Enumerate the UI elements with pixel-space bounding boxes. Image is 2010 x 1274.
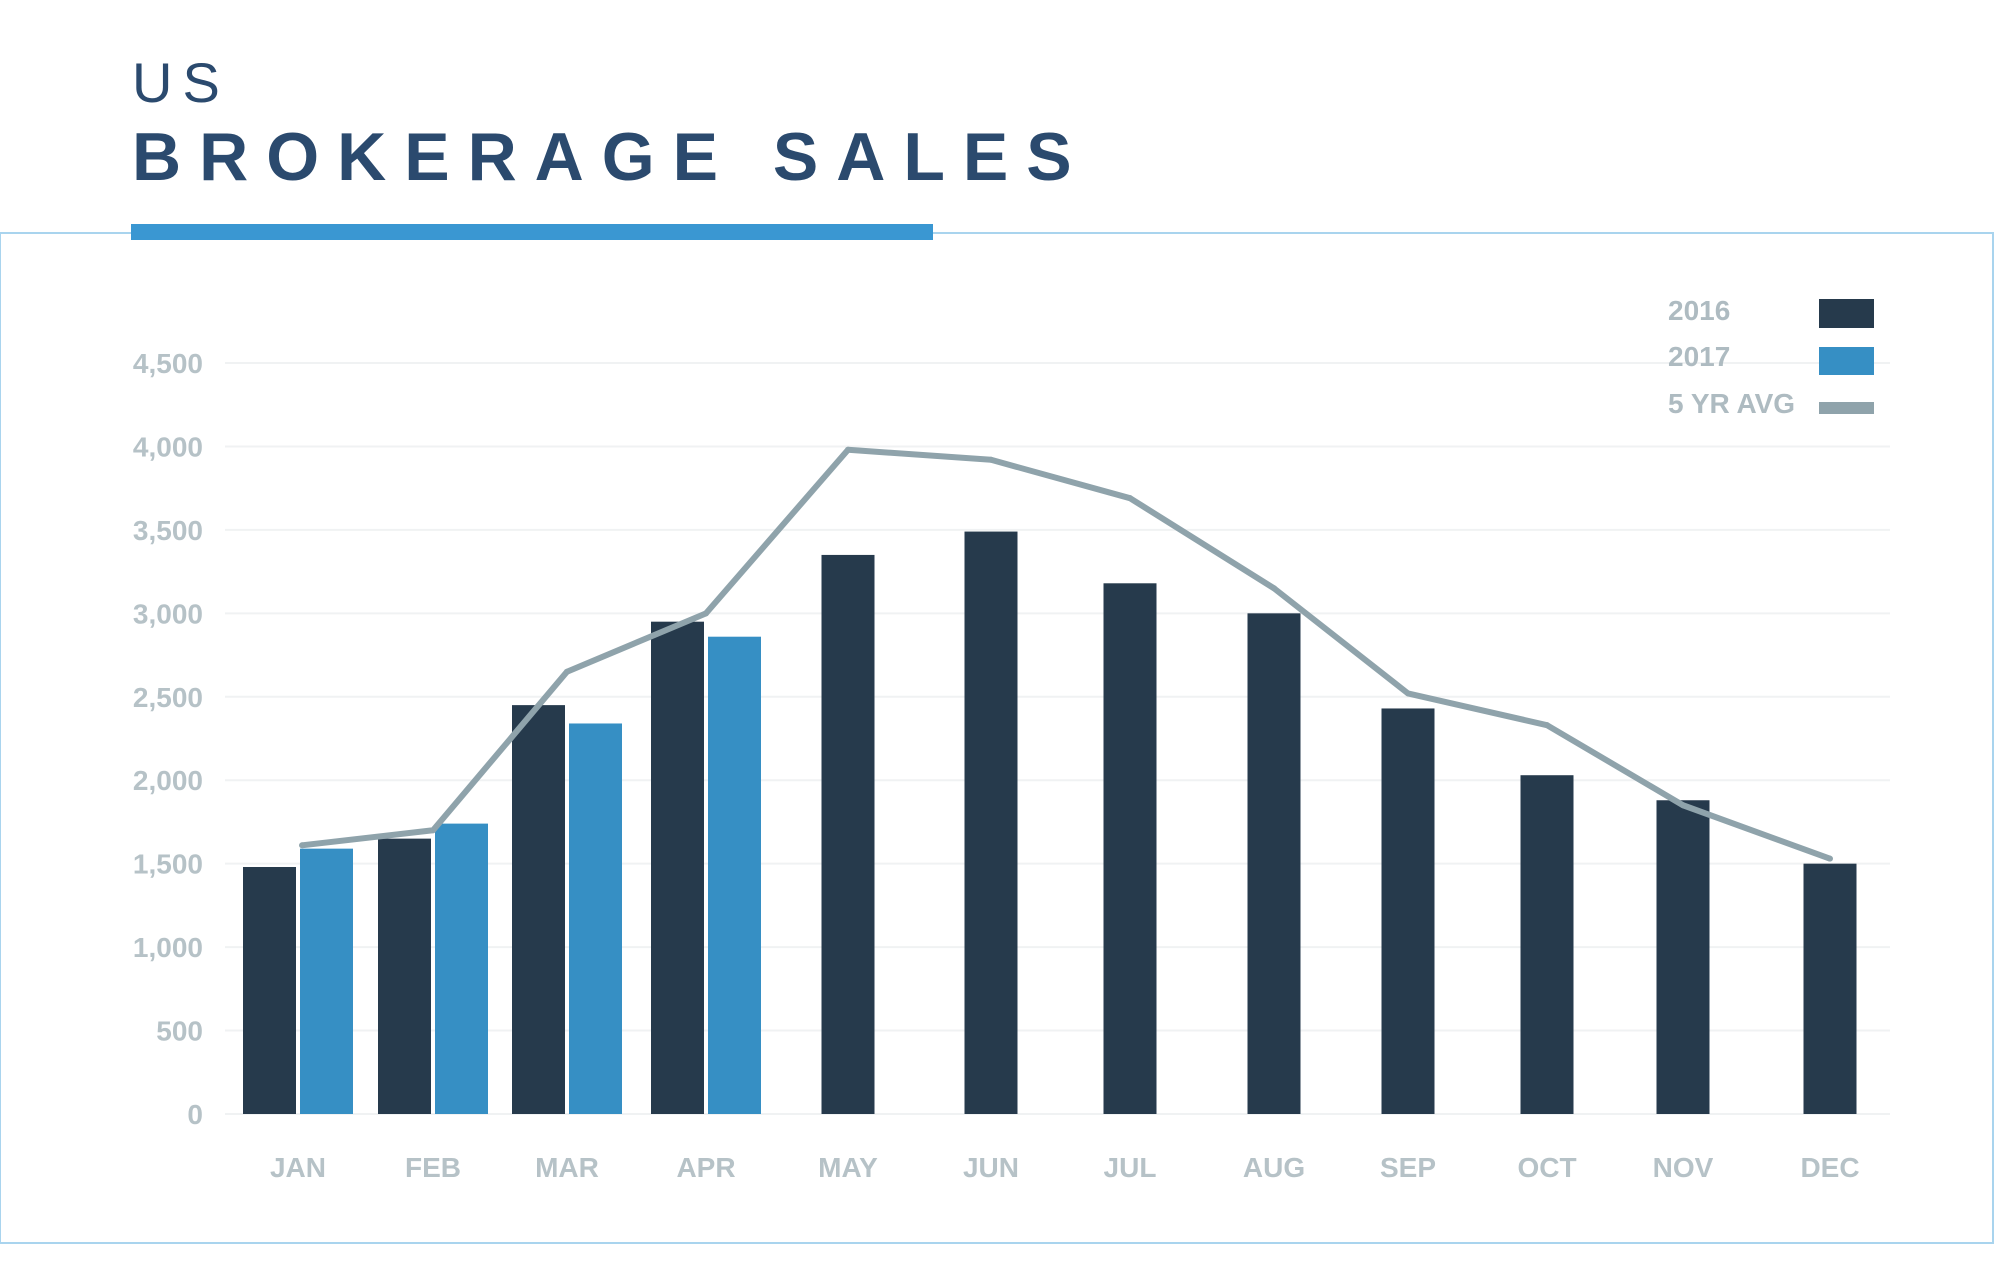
x-tick-label-jul: JUL	[1104, 1152, 1157, 1183]
bar-2017-apr	[708, 636, 761, 1114]
legend-label-5yr-avg: 5 YR AVG	[1668, 388, 1795, 419]
y-tick-label: 4,500	[133, 348, 203, 379]
series-line-5yr-avg	[301, 446, 1832, 862]
bar-2016-dec	[1803, 863, 1857, 1114]
x-tick-label-oct: OCT	[1517, 1152, 1576, 1183]
x-tick-label-mar: MAR	[535, 1152, 599, 1183]
bar-2016-aug	[1247, 613, 1301, 1114]
title-top: US	[132, 51, 230, 114]
x-tick-label-jun: JUN	[963, 1152, 1019, 1183]
y-tick-label: 3,000	[133, 598, 203, 629]
avg-point-oct	[1544, 722, 1550, 729]
y-tick-label: 1,000	[133, 932, 203, 963]
legend-swatch-2017	[1819, 347, 1874, 375]
avg-point-may	[845, 446, 851, 453]
bar-2016-mar	[512, 705, 565, 1114]
avg-point-feb	[430, 827, 436, 834]
x-tick-label-dec: DEC	[1800, 1152, 1859, 1183]
bar-2017-feb	[435, 823, 488, 1114]
bar-2016-jul	[1103, 583, 1157, 1114]
bars	[243, 531, 1857, 1114]
y-tick-label: 1,500	[133, 849, 203, 880]
bar-2017-mar	[569, 723, 622, 1114]
legend-swatch-5yr-avg	[1819, 402, 1874, 414]
legend-swatch-2016	[1819, 299, 1874, 328]
bar-2016-nov	[1656, 800, 1710, 1114]
x-tick-label-aug: AUG	[1243, 1152, 1305, 1183]
y-tick-label: 3,500	[133, 515, 203, 546]
avg-point-sep	[1405, 690, 1411, 697]
bar-2017-jan	[300, 848, 353, 1114]
avg-point-jun	[988, 456, 994, 463]
title-accent-bar	[131, 224, 933, 240]
page-title: BROKERAGE SALES	[132, 119, 1090, 195]
x-tick-label-jan: JAN	[270, 1152, 326, 1183]
avg-point-nov	[1680, 802, 1686, 809]
avg-point-jul	[1127, 495, 1133, 502]
legend-label-2017: 2017	[1668, 341, 1730, 372]
legend: 2016 2017 5 YR AVG	[1668, 295, 1874, 419]
y-tick-label: 0	[187, 1099, 203, 1130]
x-tick-label-apr: APR	[676, 1152, 735, 1183]
avg-line-layer	[299, 446, 1833, 862]
bar-2016-apr	[651, 621, 704, 1114]
y-tick-label: 4,000	[133, 431, 203, 462]
bar-2016-jun	[964, 531, 1018, 1114]
bar-2016-sep	[1381, 708, 1435, 1114]
gridlines	[225, 362, 1890, 1115]
y-tick-label: 2,500	[133, 682, 203, 713]
y-tick-label: 2,000	[133, 765, 203, 796]
avg-point-aug	[1271, 585, 1277, 592]
x-tick-label-feb: FEB	[405, 1152, 461, 1183]
avg-point-mar	[564, 668, 570, 675]
bar-2016-oct	[1520, 775, 1574, 1114]
x-tick-label-nov: NOV	[1653, 1152, 1714, 1183]
avg-point-apr	[703, 610, 709, 617]
chart-frame	[0, 232, 1994, 1244]
avg-point-jan	[299, 842, 305, 849]
x-tick-label-sep: SEP	[1380, 1152, 1436, 1183]
y-tick-label: 500	[156, 1016, 203, 1047]
legend-label-2016: 2016	[1668, 295, 1730, 326]
x-axis-ticks: JAN FEB MAR APR MAY JUN JUL AUG SEP OCT NOV DEC	[270, 1152, 1860, 1183]
bar-2016-jan	[243, 867, 296, 1114]
y-axis-ticks: 0 500 1,000 1,500 2,000 2,500 3,000 3,500 4,000 4…	[133, 348, 203, 1130]
bar-2016-may	[821, 554, 875, 1114]
avg-point-dec	[1827, 855, 1833, 862]
x-tick-label-may: MAY	[818, 1152, 878, 1183]
bar-2016-feb	[378, 838, 431, 1114]
